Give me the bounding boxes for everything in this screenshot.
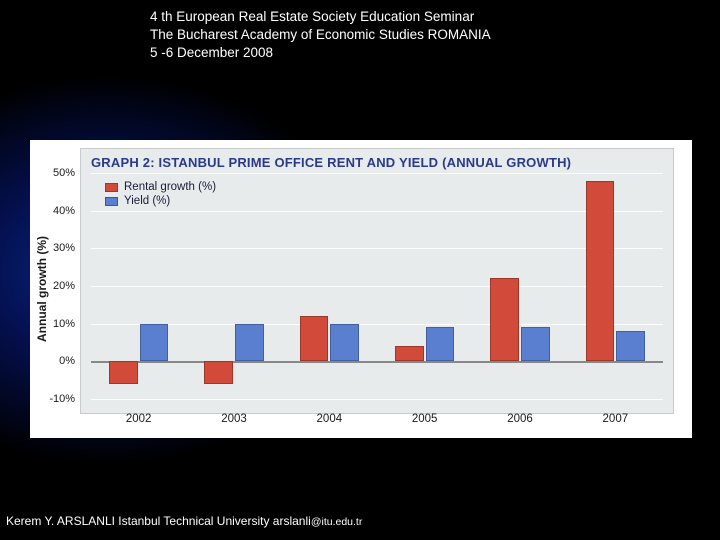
y-tick-label: 50% xyxy=(53,167,75,179)
bar-rental xyxy=(395,346,424,361)
bar-yield xyxy=(521,327,550,361)
y-tick-label: -10% xyxy=(49,393,75,405)
bar-rental xyxy=(204,361,233,384)
bar-yield xyxy=(426,327,455,361)
bar-rental xyxy=(109,361,138,384)
y-tick-label: 0% xyxy=(59,355,75,367)
header-line-2: The Bucharest Academy of Economic Studie… xyxy=(150,26,491,44)
y-axis-label: Annual growth (%) xyxy=(35,236,49,342)
gridline xyxy=(91,399,663,400)
x-tick-label: 2006 xyxy=(507,413,533,425)
gridline xyxy=(91,324,663,325)
zero-baseline xyxy=(91,361,663,363)
y-tick-label: 20% xyxy=(53,280,75,292)
bar-yield xyxy=(616,331,645,361)
header-line-3: 5 -6 December 2008 xyxy=(150,44,491,62)
chart-container: Annual growth (%) GRAPH 2: ISTANBUL PRIM… xyxy=(30,140,692,438)
bar-rental xyxy=(586,181,615,362)
y-tick-label: 30% xyxy=(53,242,75,254)
bar-rental xyxy=(490,278,519,361)
chart-title: GRAPH 2: ISTANBUL PRIME OFFICE RENT AND … xyxy=(91,155,571,170)
bar-yield xyxy=(140,324,169,362)
x-tick-label: 2007 xyxy=(603,413,629,425)
x-tick-label: 2002 xyxy=(126,413,152,425)
header-line-1: 4 th European Real Estate Society Educat… xyxy=(150,8,491,26)
plot-area: -10%0%10%20%30%40%50%2002200320042005200… xyxy=(91,173,663,399)
slide-header: 4 th European Real Estate Society Educat… xyxy=(150,8,491,63)
gridline xyxy=(91,248,663,249)
y-tick-label: 10% xyxy=(53,318,75,330)
gridline xyxy=(91,173,663,174)
slide-footer: Kerem Y. ARSLANLI Istanbul Technical Uni… xyxy=(6,514,362,528)
footer-email: @itu.edu.tr xyxy=(311,516,363,528)
y-tick-label: 40% xyxy=(53,205,75,217)
x-tick-label: 2004 xyxy=(317,413,343,425)
footer-author: Kerem Y. ARSLANLI Istanbul Technical Uni… xyxy=(6,514,311,528)
bar-rental xyxy=(300,316,329,361)
bar-yield xyxy=(330,324,359,362)
gridline xyxy=(91,286,663,287)
chart-panel: GRAPH 2: ISTANBUL PRIME OFFICE RENT AND … xyxy=(80,148,674,414)
x-tick-label: 2005 xyxy=(412,413,438,425)
gridline xyxy=(91,211,663,212)
bar-yield xyxy=(235,324,264,362)
x-tick-label: 2003 xyxy=(221,413,247,425)
